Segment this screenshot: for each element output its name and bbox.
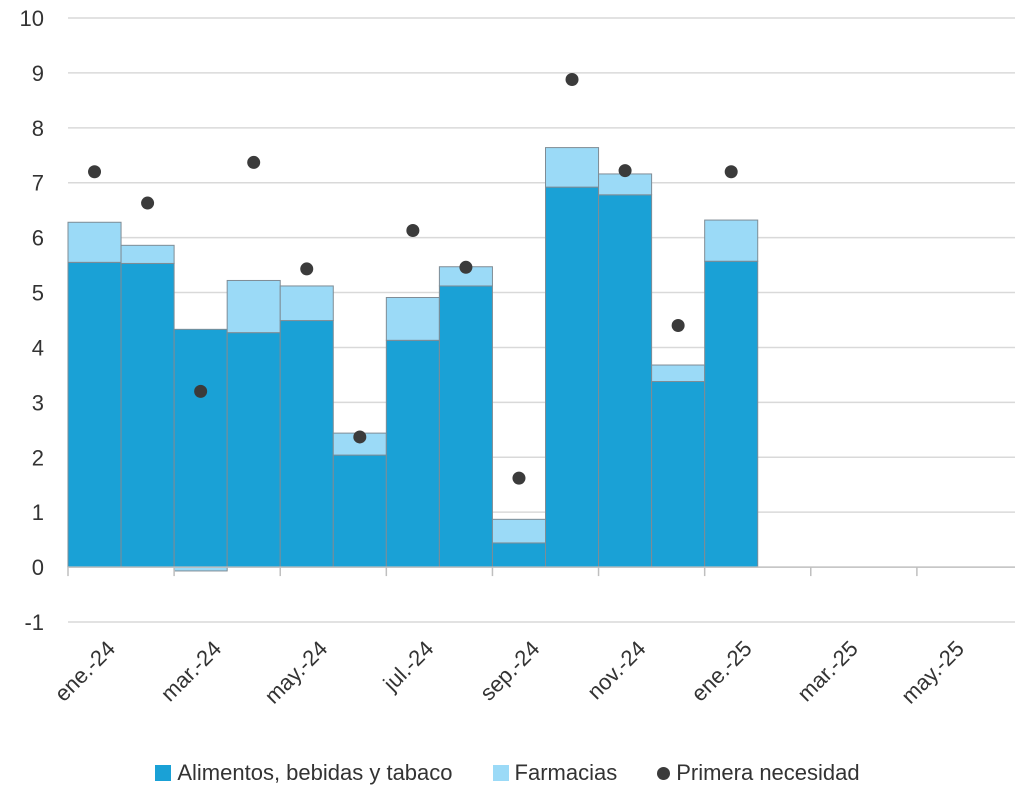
point-primera-necesidad (247, 155, 261, 169)
x-tick-label: jul.-24 (378, 636, 439, 697)
x-tick-label: ene.-24 (50, 636, 120, 706)
bar-alimentos (491, 542, 547, 568)
legend-label: Farmacias (514, 760, 618, 785)
bar-farmacias (67, 221, 122, 263)
bar-farmacias (385, 296, 440, 341)
legend-item: Primera necesidad (657, 760, 860, 786)
chart-legend: Alimentos, bebidas y tabaco Farmacias Prim… (0, 760, 1015, 786)
bar-alimentos (438, 285, 493, 568)
y-tick-label: 4 (32, 335, 44, 360)
chart-plot: -1 0 1 2 3 4 5 6 7 8 9 10 ene.-24 mar.-24 may.-24 jul.-… (20, 6, 1015, 709)
legend-label: Primera necesidad (676, 760, 860, 785)
y-tick-label: 5 (32, 281, 44, 306)
legend-swatch (155, 765, 172, 781)
bar-alimentos (120, 262, 175, 568)
point-primera-necesidad (459, 260, 473, 274)
y-tick-label: 7 (32, 171, 44, 196)
point-primera-necesidad (194, 384, 208, 398)
x-tick-label: nov.-24 (582, 636, 650, 704)
bar-farmacias (651, 364, 706, 382)
bar-alimentos (67, 261, 122, 568)
x-tick-label: ene.-25 (686, 636, 756, 706)
bar-alimentos (279, 320, 334, 568)
y-tick-label: 6 (32, 226, 44, 251)
bar-farmacias (279, 285, 334, 322)
point-primera-necesidad (512, 471, 526, 485)
bar-farmacias (120, 244, 175, 264)
bar-farmacias (704, 219, 759, 262)
point-primera-necesidad (618, 164, 632, 178)
bar-alimentos (704, 260, 759, 568)
x-tick-label: may.-25 (896, 636, 969, 709)
y-tick-label: -1 (24, 610, 44, 635)
point-primera-necesidad (141, 196, 155, 210)
y-tick-label: 10 (20, 6, 44, 31)
point-primera-necesidad (406, 223, 420, 237)
point-primera-necesidad (353, 430, 367, 444)
bar-alimentos (598, 194, 653, 568)
bar-alimentos (385, 339, 440, 568)
legend-label: Alimentos, bebidas y tabaco (177, 760, 453, 785)
bar-alimentos (545, 186, 600, 568)
point-primera-necesidad (565, 72, 579, 86)
legend-item: Alimentos, bebidas y tabaco (155, 760, 453, 786)
x-tick-label: may.-24 (260, 636, 333, 709)
y-tick-label: 8 (32, 116, 44, 141)
point-primera-necesidad (724, 165, 738, 179)
bar-alimentos (332, 454, 387, 568)
bar-alimentos (651, 380, 706, 568)
bar-alimentos (226, 332, 281, 568)
bar-farmacias (226, 279, 281, 334)
x-tick-label: mar.-24 (156, 636, 226, 706)
point-primera-necesidad (671, 318, 685, 332)
y-tick-label: 3 (32, 390, 44, 415)
x-tick-label: sep.-24 (475, 636, 545, 706)
y-tick-label: 0 (32, 555, 44, 580)
bar-farmacias (545, 147, 600, 188)
bar-farmacias (491, 518, 547, 544)
legend-swatch (492, 765, 509, 781)
point-primera-necesidad (88, 165, 102, 179)
y-tick-label: 2 (32, 445, 44, 470)
x-tick-label: mar.-25 (792, 636, 862, 706)
bar-alimentos (173, 328, 228, 568)
y-tick-label: 1 (32, 500, 44, 525)
y-tick-label: 9 (32, 61, 44, 86)
legend-item: Farmacias (492, 760, 618, 786)
point-primera-necesidad (300, 262, 314, 276)
legend-swatch (657, 766, 671, 780)
